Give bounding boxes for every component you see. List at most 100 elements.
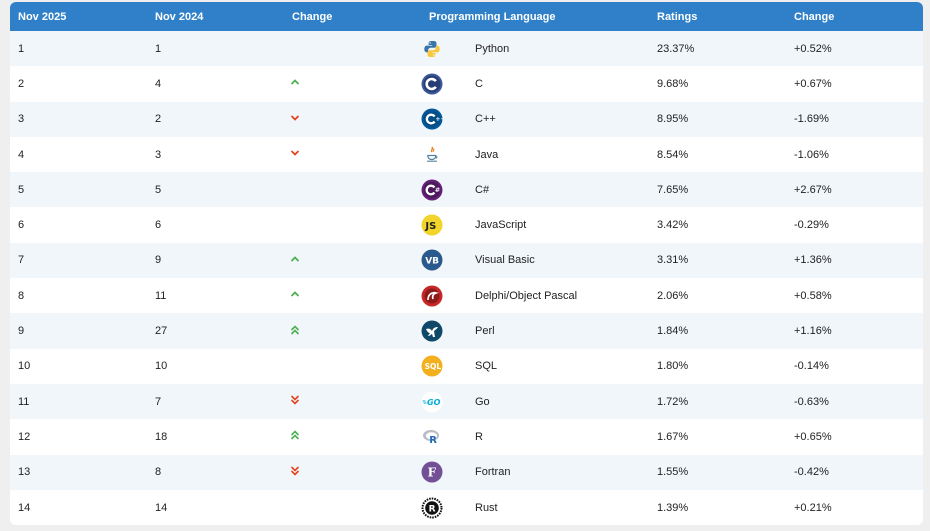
chevron-up-icon (290, 289, 300, 299)
language-cell: ++ C++ (421, 101, 649, 137)
rank-2025-cell: 7 (10, 242, 147, 279)
rank-2025-cell: 6 (10, 207, 147, 243)
rank-2025-cell: 4 (10, 136, 147, 173)
rank-2025-cell: 8 (10, 278, 147, 314)
header-ratings[interactable]: Ratings (649, 2, 786, 31)
table-row: 1 1 Python 23.37% +0.52% (10, 31, 923, 67)
language-name[interactable]: Java (475, 148, 499, 161)
rating-cell: 3.31% (649, 242, 786, 279)
rank-2024-cell: 18 (147, 419, 284, 455)
position-change-cell (284, 383, 421, 420)
position-change-cell (284, 348, 421, 384)
language-cell: VB Visual Basic (421, 242, 649, 279)
position-change-cell (284, 136, 421, 173)
language-name[interactable]: Delphi/Object Pascal (475, 289, 578, 302)
rating-cell: 7.65% (649, 172, 786, 208)
table-row: 4 3 Java 8.54% -1.06% (10, 136, 923, 173)
sql-icon: SQL (421, 355, 443, 377)
svg-text:JS: JS (424, 221, 436, 232)
language-name[interactable]: JavaScript (475, 219, 527, 232)
rating-change-cell: -1.69% (786, 101, 923, 137)
language-name[interactable]: C++ (475, 113, 496, 126)
rank-2025-cell: 11 (10, 383, 147, 420)
rank-2025-cell: 3 (10, 101, 147, 137)
language-name[interactable]: Fortran (475, 466, 511, 479)
svg-text:GO: GO (427, 397, 441, 406)
language-name[interactable]: R (475, 430, 483, 443)
fortran-icon: F (421, 461, 443, 483)
rank-2024-cell: 10 (147, 348, 284, 384)
table-body: 1 1 Python 23.37% +0.52% 2 4 C 9.68% +0.67% 3 2 ++ C+… (10, 31, 923, 526)
table-row: 7 9 VB Visual Basic 3.31% +1.36% (10, 242, 923, 279)
language-name[interactable]: Visual Basic (475, 254, 535, 267)
table-row: 12 18 R R 1.67% +0.65% (10, 419, 923, 455)
rank-2024-cell: 5 (147, 172, 284, 208)
rating-cell: 2.06% (649, 278, 786, 314)
language-name[interactable]: Perl (475, 325, 495, 338)
rank-2024-cell: 27 (147, 313, 284, 349)
rank-2025-cell: 10 (10, 348, 147, 384)
language-cell: GO Go (421, 383, 649, 420)
header-change-position[interactable]: Change (284, 2, 421, 31)
rank-2025-cell: 2 (10, 66, 147, 102)
rank-2024-cell: 11 (147, 278, 284, 314)
language-name[interactable]: C (475, 77, 483, 90)
table-row: 10 10 SQL SQL 1.80% -0.14% (10, 348, 923, 384)
table-row: 14 14 R Rust 1.39% +0.21% (10, 489, 923, 526)
rank-2024-cell: 9 (147, 242, 284, 279)
position-change-cell (284, 66, 421, 102)
language-cell: SQL SQL (421, 348, 649, 384)
chevron-down-icon (290, 113, 300, 123)
table-row: 3 2 ++ C++ 8.95% -1.69% (10, 101, 923, 137)
rating-change-cell: +0.21% (786, 489, 923, 526)
table-row: 9 27 Perl 1.84% +1.16% (10, 313, 923, 349)
header-change-rating[interactable]: Change (786, 2, 923, 31)
rating-change-cell: -0.63% (786, 383, 923, 420)
language-cell: C (421, 66, 649, 102)
table-row: 2 4 C 9.68% +0.67% (10, 66, 923, 102)
language-name[interactable]: Python (475, 42, 510, 55)
double-chevron-down-icon (290, 394, 300, 406)
rating-cell: 9.68% (649, 66, 786, 102)
language-cell: R Rust (421, 489, 649, 526)
go-icon: GO (421, 391, 443, 413)
rank-2025-cell: 14 (10, 489, 147, 526)
double-chevron-down-icon (290, 465, 300, 477)
language-cell: Java (421, 136, 649, 173)
position-change-cell (284, 313, 421, 349)
python-icon (421, 38, 443, 60)
language-name[interactable]: C# (475, 183, 490, 196)
language-name[interactable]: Rust (475, 501, 498, 514)
rank-2024-cell: 7 (147, 383, 284, 420)
svg-text:++: ++ (435, 116, 443, 123)
header-nov-2025[interactable]: Nov 2025 (10, 2, 147, 31)
rank-2024-cell: 6 (147, 207, 284, 243)
table-row: 5 5 # C# 7.65% +2.67% (10, 172, 923, 208)
position-change-cell (284, 454, 421, 490)
rank-2024-cell: 4 (147, 66, 284, 102)
c-icon (421, 73, 443, 95)
header-nov-2024[interactable]: Nov 2024 (147, 2, 284, 31)
svg-text:VB: VB (425, 257, 439, 267)
rating-cell: 1.39% (649, 489, 786, 526)
table-row: 6 6 JS JavaScript 3.42% -0.29% (10, 207, 923, 243)
r-icon: R (421, 426, 443, 448)
svg-text:R: R (429, 504, 436, 514)
tiobe-index-table: Nov 2025 Nov 2024 Change Programming Lan… (10, 2, 923, 526)
rating-change-cell: -0.42% (786, 454, 923, 490)
language-cell: F Fortran (421, 454, 649, 490)
svg-text:#: # (435, 186, 440, 194)
csharp-icon: # (421, 179, 443, 201)
table-row: 13 8 F Fortran 1.55% -0.42% (10, 454, 923, 490)
language-cell: # C# (421, 172, 649, 208)
header-programming-language[interactable]: Programming Language (421, 2, 649, 31)
visual-basic-icon: VB (421, 249, 443, 271)
language-name[interactable]: Go (475, 395, 490, 408)
double-chevron-up-icon (290, 429, 300, 441)
language-name[interactable]: SQL (475, 360, 498, 373)
position-change-cell (284, 31, 421, 67)
position-change-cell (284, 278, 421, 314)
rating-cell: 8.54% (649, 136, 786, 173)
rank-2024-cell: 14 (147, 489, 284, 526)
